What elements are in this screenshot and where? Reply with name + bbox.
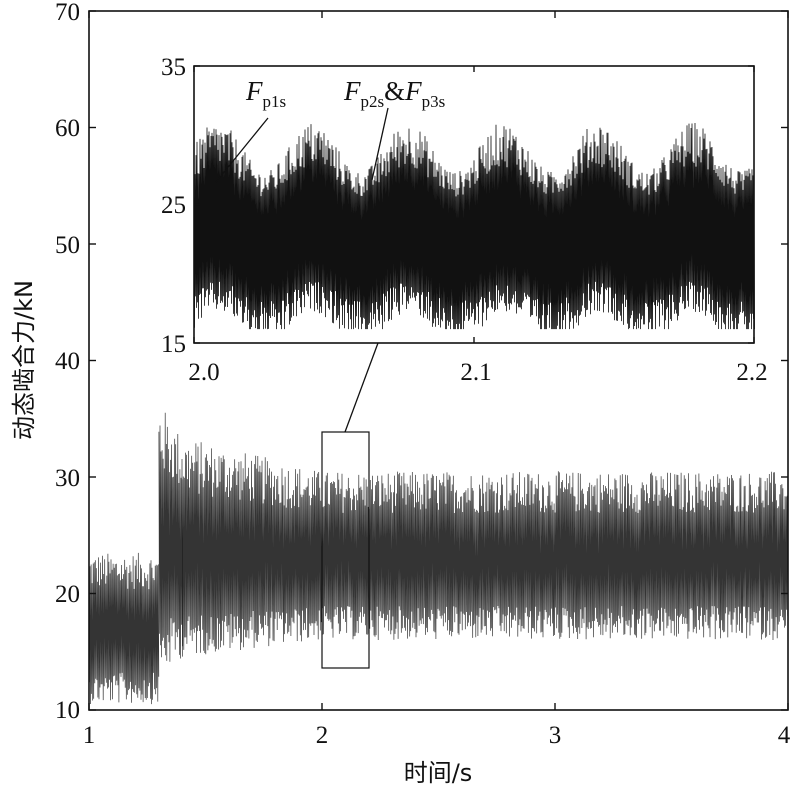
y-tick-label-70: 70: [55, 0, 80, 26]
y-tick-label-10: 10: [55, 697, 80, 724]
legend-label-p1s: Fp1s: [245, 76, 286, 111]
inset-y-tick-label-1: 25: [161, 192, 186, 219]
inset-signal-line: [193, 122, 755, 330]
inset-ticks: [193, 65, 755, 344]
y-tick-label-60: 60: [55, 115, 80, 142]
legend-joiner: &: [384, 76, 405, 106]
legend-label-p2s-p3s: Fp2s&Fp3s: [343, 76, 445, 111]
legend-sub-p1s: p1s: [263, 92, 287, 111]
x-tick-label-3: 3: [549, 722, 562, 749]
legend-main-p2s: F: [343, 76, 361, 106]
main-signal-segment: [321, 471, 789, 641]
y-tick-label-40: 40: [55, 348, 80, 375]
x-tick-label-2: 2: [316, 722, 329, 749]
y-axis-title: 动态啮合力/kN: [10, 280, 38, 440]
legend-pointer-p1s: [215, 117, 269, 183]
main-signal-segment: [158, 412, 183, 662]
inset-x-tick-label-2: 2.2: [736, 359, 767, 386]
main-signal-segment: [88, 552, 160, 705]
legend-sub-p3s: p3s: [422, 92, 446, 111]
zoom-connector: [344, 342, 379, 433]
inset-x-tick-label-0: 2.0: [188, 359, 219, 386]
x-axis-title: 时间/s: [404, 759, 473, 787]
main-signal-series: [88, 412, 789, 705]
legend-sub-p2s: p2s: [361, 92, 385, 111]
y-tick-label-50: 50: [55, 232, 80, 259]
legend-main-p3s: F: [404, 76, 422, 106]
x-tick-label-4: 4: [778, 722, 791, 749]
inset-y-tick-label-2: 35: [161, 54, 186, 81]
x-tick-label-1: 1: [83, 722, 96, 749]
legend-main-p1s: F: [245, 76, 263, 106]
inset-y-tick-label-0: 15: [161, 331, 186, 358]
main-ticks: [88, 10, 789, 711]
y-tick-label-30: 30: [55, 465, 80, 492]
legend-pointer-p2s-p3s: [371, 107, 389, 181]
y-tick-label-20: 20: [55, 581, 80, 608]
inset-x-tick-label-1: 2.1: [460, 359, 491, 386]
inset-signal-series: [193, 122, 755, 330]
main-signal-segment: [181, 442, 323, 655]
